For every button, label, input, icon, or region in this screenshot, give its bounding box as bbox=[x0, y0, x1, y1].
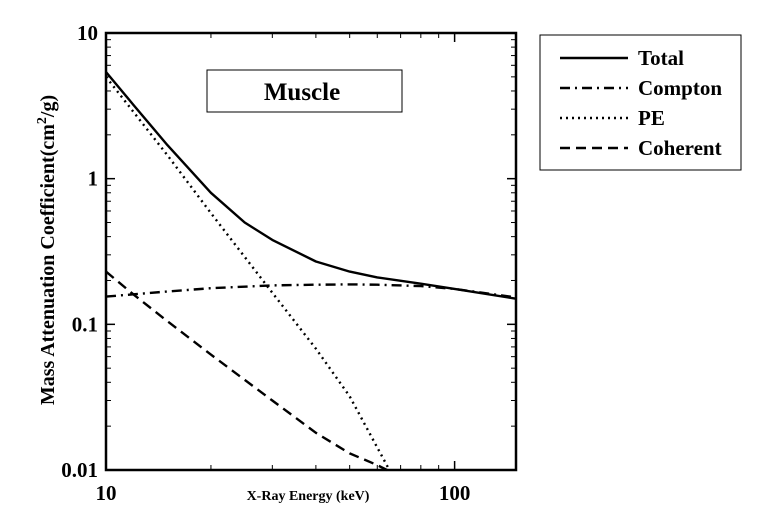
legend-label-coherent: Coherent bbox=[638, 136, 722, 160]
chart-title: Muscle bbox=[264, 79, 340, 106]
ticks-layer: 0.01 0.1 1 10 10 100 bbox=[61, 21, 516, 505]
y-tick-label: 0.1 bbox=[72, 312, 98, 336]
y-tick-label: 10 bbox=[77, 21, 98, 45]
x-tick-label: 100 bbox=[439, 481, 471, 505]
y-axis-label-main: Mass Attenuation Coefficient(cm bbox=[37, 124, 59, 405]
legend-label-pe: PE bbox=[638, 106, 665, 130]
chart-title-box bbox=[206, 69, 403, 113]
y-axis-label-superscript: 2 bbox=[35, 117, 50, 124]
legend-label-compton: Compton bbox=[638, 76, 722, 100]
x-axis-label: X-Ray Energy (keV) bbox=[247, 489, 370, 504]
y-axis-label-tail: /g) bbox=[37, 95, 59, 118]
plot-frame bbox=[104, 31, 518, 472]
legend: Total Compton PE Coherent bbox=[560, 46, 722, 160]
legend-label-total: Total bbox=[638, 46, 684, 70]
y-axis-label: Mass Attenuation Coefficient(cm2/g) bbox=[35, 95, 59, 405]
series-line-total bbox=[105, 71, 517, 300]
y-tick-label: 1 bbox=[88, 167, 99, 191]
x-tick-label: 10 bbox=[96, 481, 117, 505]
series-line-compton bbox=[105, 283, 517, 299]
series-line-coherent bbox=[105, 270, 388, 472]
series-layer bbox=[105, 71, 517, 472]
series-line-pe bbox=[105, 76, 391, 471]
y-tick-label: 0.01 bbox=[61, 458, 98, 482]
